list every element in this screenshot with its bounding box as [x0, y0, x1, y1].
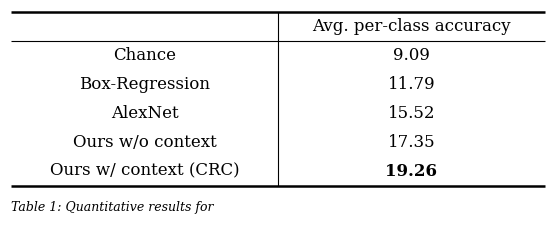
Text: Box-Regression: Box-Regression	[79, 76, 210, 93]
Text: Ours w/ context (CRC): Ours w/ context (CRC)	[49, 163, 240, 180]
Text: AlexNet: AlexNet	[111, 105, 178, 122]
Text: Table 1: Quantitative results for: Table 1: Quantitative results for	[11, 201, 214, 213]
Text: 17.35: 17.35	[388, 134, 435, 151]
Text: 15.52: 15.52	[388, 105, 435, 122]
Text: 19.26: 19.26	[385, 163, 438, 180]
Text: Chance: Chance	[113, 47, 176, 64]
Text: Avg. per-class accuracy: Avg. per-class accuracy	[312, 18, 511, 35]
Text: 9.09: 9.09	[393, 47, 430, 64]
Text: Ours w/o context: Ours w/o context	[73, 134, 216, 151]
Text: 11.79: 11.79	[388, 76, 435, 93]
